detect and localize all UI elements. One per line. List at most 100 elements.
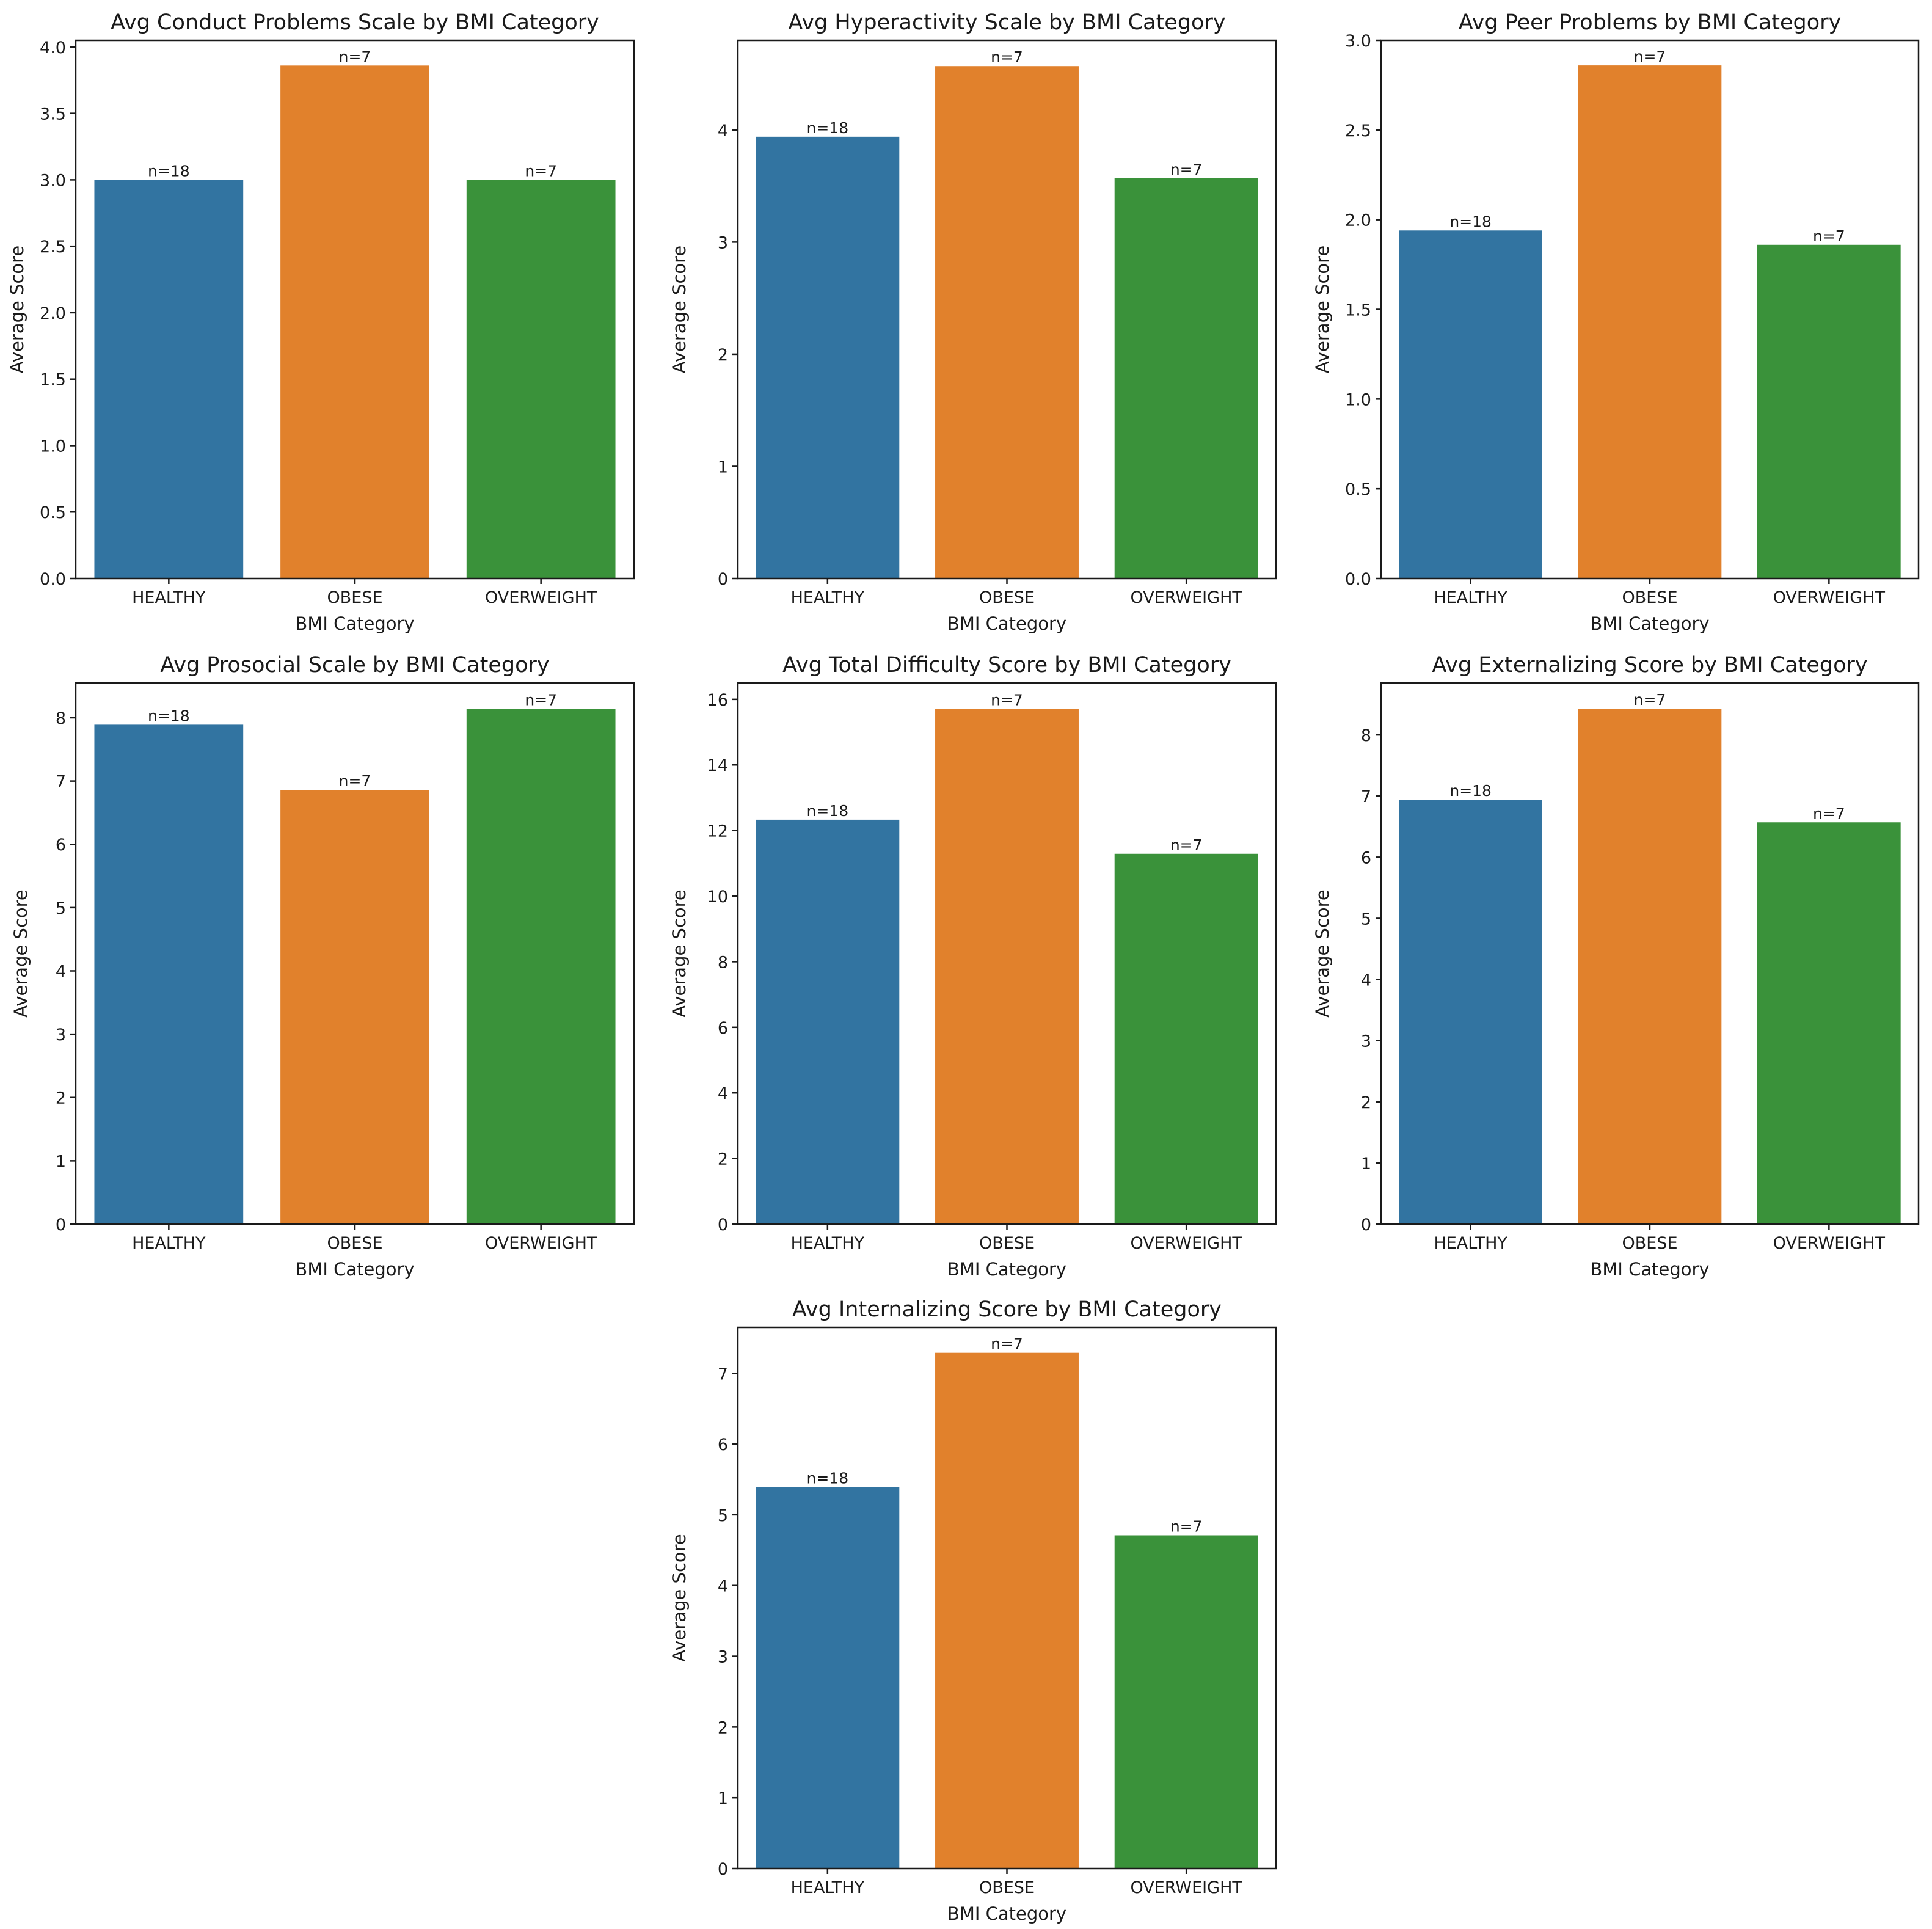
- y-tick-label: 3: [718, 1648, 728, 1667]
- x-tick-label-overweight: OVERWEIGHT: [485, 1234, 597, 1253]
- chart-panel-4: n=18 HEALTHY n=7 OBESE n=7 OVERWEIGHT 0 1 2 3 4 5 6 7…: [10, 653, 635, 1280]
- plot-frame: [737, 1326, 1277, 1870]
- x-tick-label-overweight: OVERWEIGHT: [1130, 1878, 1242, 1897]
- x-tick-label-healthy: HEALTHY: [132, 1234, 206, 1253]
- bar-obese: [280, 65, 429, 578]
- y-axis-label: Average Score: [669, 889, 690, 1018]
- bar-overweight: [466, 709, 616, 1224]
- chart-panel-7: n=18 HEALTHY n=7 OBESE n=7 OVERWEIGHT 0 1 2 3 4 5 6 7…: [669, 1297, 1277, 1924]
- y-tick-label: 1.0: [1345, 390, 1371, 409]
- x-tick-label-obese: OBESE: [327, 1234, 382, 1253]
- bar-healthy: [756, 819, 900, 1224]
- y-tick-label: 5: [1361, 910, 1371, 928]
- y-tick-label: 3: [56, 1026, 66, 1045]
- y-tick-label: 8: [718, 953, 728, 972]
- y-tick-label: 3: [718, 233, 728, 252]
- chart-panel-5: n=18 HEALTHY n=7 OBESE n=7 OVERWEIGHT 0 2 4 6 8 10 1…: [669, 653, 1277, 1280]
- data-label-healthy: n=18: [1449, 782, 1492, 800]
- chart-title: Avg Conduct Problems Scale by BMI Catego…: [111, 10, 599, 35]
- y-tick-label: 0: [56, 1216, 66, 1234]
- data-label-obese: n=7: [339, 48, 371, 65]
- y-tick-label: 2.5: [40, 238, 66, 257]
- data-label-obese: n=7: [1634, 691, 1666, 709]
- y-tick-label: 6: [1361, 848, 1371, 867]
- chart-panel-6: n=18 HEALTHY n=7 OBESE n=7 OVERWEIGHT 0 1 2 3 4 5 6 7…: [1312, 653, 1920, 1280]
- x-axis-label: BMI Category: [1590, 613, 1709, 634]
- y-tick-label: 1: [718, 458, 728, 476]
- y-tick-label: 1: [718, 1789, 728, 1808]
- plot-frame: [1380, 682, 1920, 1225]
- y-tick-label: 0.5: [40, 503, 66, 522]
- y-tick-label: 2.5: [1345, 122, 1371, 140]
- y-tick-label: 1: [56, 1152, 66, 1171]
- x-tick-label-healthy: HEALTHY: [791, 1878, 865, 1897]
- y-tick-label: 2: [1361, 1093, 1371, 1112]
- bar-healthy: [94, 180, 244, 578]
- y-tick-label: 5: [56, 899, 66, 918]
- x-axis-label: BMI Category: [295, 613, 414, 634]
- y-tick-label: 7: [718, 1365, 728, 1384]
- bar-overweight: [466, 180, 616, 578]
- data-label-overweight: n=7: [1813, 227, 1845, 245]
- y-tick-label: 2: [718, 1150, 728, 1169]
- y-tick-label: 1.0: [40, 437, 66, 456]
- y-tick-label: 1: [1361, 1154, 1371, 1173]
- y-axis-label: Average Score: [669, 246, 690, 374]
- bar-healthy: [756, 136, 900, 579]
- y-tick-label: 10: [707, 888, 728, 906]
- x-tick-label-obese: OBESE: [979, 588, 1035, 607]
- y-axis-label: Average Score: [669, 1534, 690, 1662]
- x-axis-label: BMI Category: [947, 613, 1066, 634]
- chart-title: Avg Peer Problems by BMI Category: [1459, 10, 1841, 35]
- y-tick-label: 6: [56, 836, 66, 855]
- x-tick-label-overweight: OVERWEIGHT: [1773, 1234, 1886, 1253]
- y-tick-label: 5: [718, 1506, 728, 1525]
- plot-frame: [75, 39, 635, 580]
- y-tick-label: 0: [718, 1860, 728, 1879]
- bar-obese: [1578, 709, 1722, 1224]
- y-tick-label: 12: [707, 822, 728, 841]
- y-tick-label: 4: [718, 122, 728, 140]
- bar-obese: [935, 709, 1079, 1224]
- y-axis-label: Average Score: [1312, 246, 1333, 374]
- y-tick-label: 4: [56, 962, 66, 981]
- chart-panel-1: n=18 HEALTHY n=7 OBESE n=7 OVERWEIGHT 0.0 0.5 1.…: [7, 10, 635, 634]
- data-label-obese: n=7: [1634, 48, 1666, 65]
- bar-healthy: [94, 724, 244, 1224]
- x-tick-label-obese: OBESE: [1622, 588, 1677, 607]
- bar-obese: [1578, 65, 1722, 578]
- data-label-obese: n=7: [339, 772, 371, 790]
- y-tick-label: 2: [56, 1089, 66, 1108]
- y-tick-label: 7: [56, 773, 66, 792]
- data-label-healthy: n=18: [807, 1470, 849, 1487]
- x-tick-label-healthy: HEALTHY: [791, 588, 865, 607]
- bar-healthy: [1399, 230, 1542, 579]
- y-tick-label: 2.0: [40, 304, 66, 323]
- bar-overweight: [1757, 822, 1901, 1224]
- x-tick-label-obese: OBESE: [979, 1234, 1035, 1253]
- y-axis-label: Average Score: [10, 889, 31, 1018]
- y-tick-label: 0: [718, 1216, 728, 1234]
- y-axis-label: Average Score: [1312, 889, 1333, 1018]
- bar-obese: [280, 790, 429, 1224]
- plot-frame: [1380, 39, 1920, 580]
- y-tick-label: 0.5: [1345, 480, 1371, 499]
- x-tick-label-obese: OBESE: [327, 588, 382, 607]
- y-tick-label: 1.5: [40, 371, 66, 390]
- y-tick-label: 2.0: [1345, 211, 1371, 230]
- y-tick-label: 2: [718, 346, 728, 365]
- y-tick-label: 4: [1361, 971, 1371, 990]
- data-label-obese: n=7: [991, 48, 1023, 66]
- y-tick-label: 2: [718, 1718, 728, 1737]
- y-tick-label: 3.0: [40, 171, 66, 190]
- bar-overweight: [1114, 853, 1258, 1224]
- chart-title: Avg Hyperactivity Scale by BMI Category: [788, 10, 1225, 35]
- chart-title: Avg Prosocial Scale by BMI Category: [160, 653, 549, 677]
- x-axis-label: BMI Category: [947, 1903, 1066, 1924]
- x-axis-label: BMI Category: [295, 1259, 414, 1280]
- bar-overweight: [1114, 178, 1258, 579]
- data-label-healthy: n=18: [148, 162, 190, 180]
- x-tick-label-overweight: OVERWEIGHT: [1773, 588, 1886, 607]
- chart-panel-3: n=18 HEALTHY n=7 OBESE n=7 OVERWEIGHT 0.0 0.5 1.…: [1312, 10, 1920, 634]
